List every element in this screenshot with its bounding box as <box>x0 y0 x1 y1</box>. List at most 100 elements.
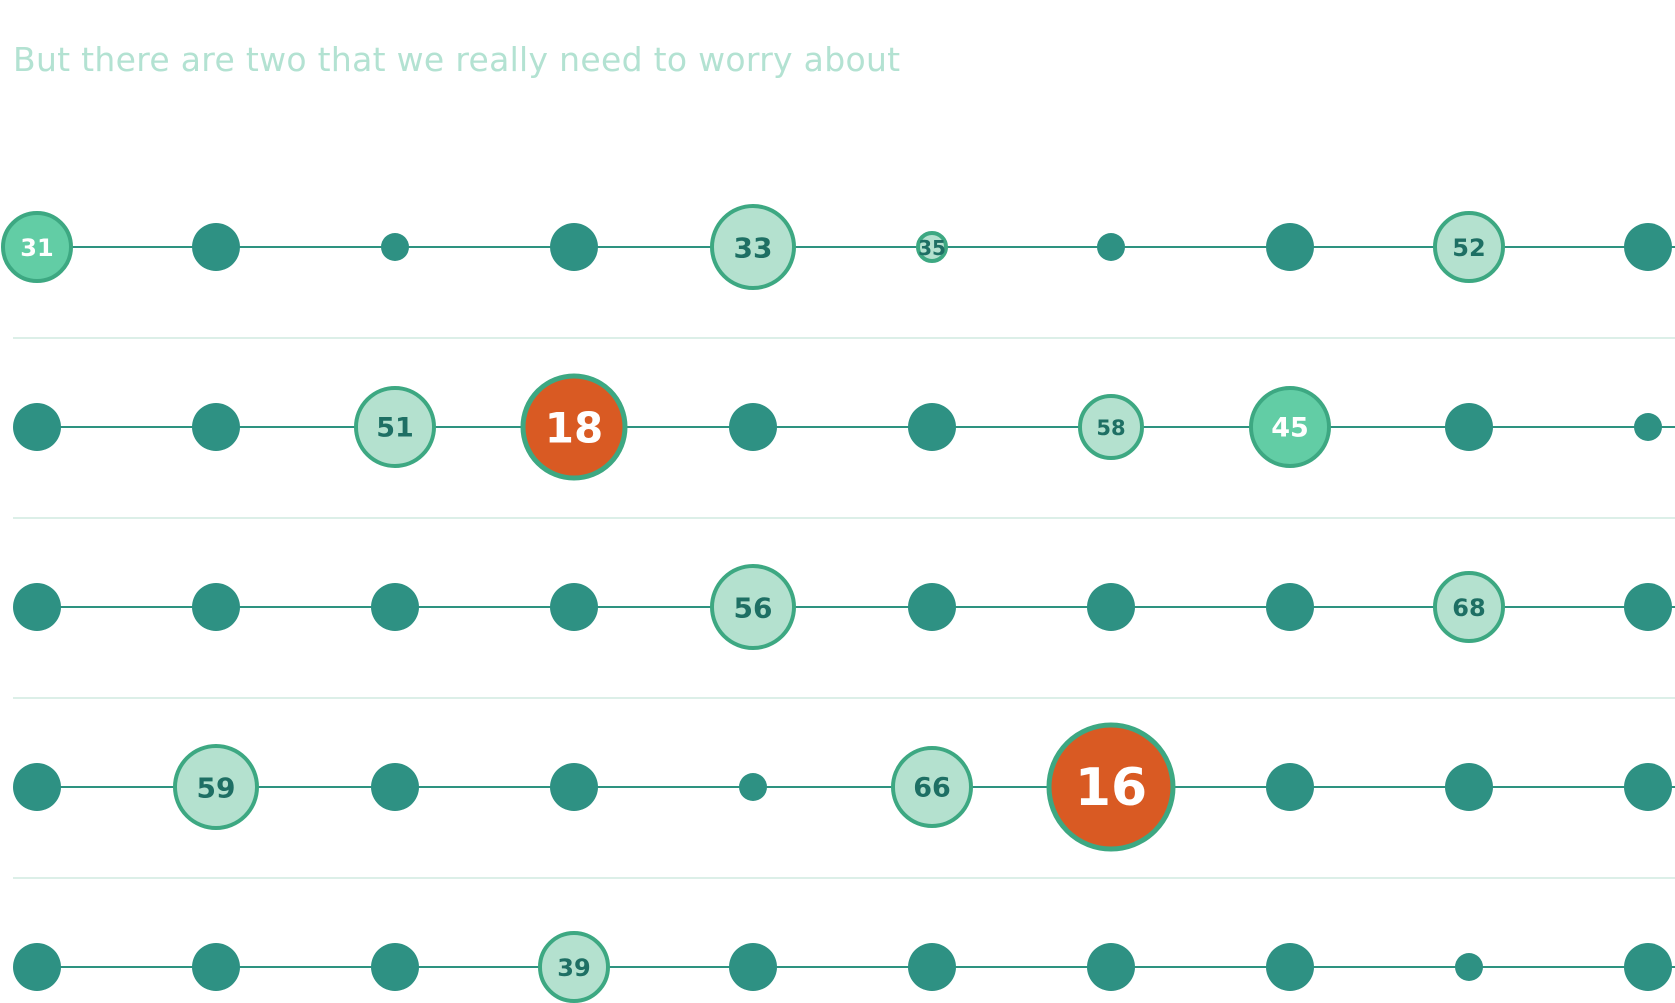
plain-node <box>192 583 240 631</box>
plain-node <box>13 403 61 451</box>
labeled-node: 68 <box>1433 571 1505 643</box>
plain-node <box>192 403 240 451</box>
node-circle <box>371 763 419 811</box>
node-circle <box>538 931 610 1003</box>
labeled-node: 52 <box>1433 211 1505 283</box>
node-label: 51 <box>376 413 414 444</box>
labeled-node: 45 <box>1249 386 1331 468</box>
labeled-node: 16 <box>1046 722 1176 852</box>
plain-node <box>550 223 598 271</box>
node-circle <box>13 943 61 991</box>
node-label: 68 <box>1452 594 1485 622</box>
node-circle <box>1097 233 1125 261</box>
node-circle <box>891 746 973 828</box>
node-circle <box>1624 223 1672 271</box>
node-circle <box>1624 943 1672 991</box>
node-circle <box>1046 722 1176 852</box>
node-row: 31 33 35 52 <box>1 204 1675 290</box>
plain-node <box>371 763 419 811</box>
plain-node <box>908 943 956 991</box>
node-label: 18 <box>545 404 603 453</box>
node-circle <box>1078 394 1144 460</box>
node-circle <box>1266 943 1314 991</box>
node-circle <box>1087 583 1135 631</box>
plain-node <box>192 223 240 271</box>
plain-node <box>1624 763 1672 811</box>
node-circle <box>729 403 777 451</box>
node-circle <box>1624 583 1672 631</box>
plain-node <box>550 763 598 811</box>
node-circle <box>916 231 948 263</box>
labeled-node: 66 <box>891 746 973 828</box>
labeled-node: 51 <box>354 386 436 468</box>
node-circle <box>192 943 240 991</box>
node-circle <box>13 763 61 811</box>
plain-node <box>371 943 419 991</box>
node-label: 58 <box>1096 416 1125 440</box>
plain-node <box>1624 583 1672 631</box>
node-label: 52 <box>1452 234 1485 262</box>
plain-node <box>1455 953 1483 981</box>
labeled-node: 35 <box>916 231 948 263</box>
node-circle <box>192 223 240 271</box>
plain-node <box>1266 223 1314 271</box>
plain-node <box>13 943 61 991</box>
node-circle <box>1087 943 1135 991</box>
labeled-node: 31 <box>1 211 73 283</box>
plain-node <box>192 943 240 991</box>
node-circle <box>1433 571 1505 643</box>
node-circle <box>1266 763 1314 811</box>
node-circle <box>13 583 61 631</box>
node-circle <box>908 403 956 451</box>
plain-node <box>381 233 409 261</box>
plain-node <box>1097 233 1125 261</box>
node-label: 31 <box>20 234 53 262</box>
node-circle <box>520 373 628 481</box>
node-label: 16 <box>1075 758 1147 818</box>
node-circle <box>550 583 598 631</box>
plain-node <box>1445 403 1493 451</box>
plain-node <box>729 943 777 991</box>
labeled-node: 18 <box>520 373 628 481</box>
plain-node <box>550 583 598 631</box>
node-circle <box>371 943 419 991</box>
labeled-node: 33 <box>710 204 796 290</box>
node-label: 66 <box>913 773 951 804</box>
node-circle <box>1445 763 1493 811</box>
plain-node <box>1087 943 1135 991</box>
node-circle <box>739 773 767 801</box>
plain-node <box>1266 583 1314 631</box>
node-row: 51 18 58 45 <box>13 373 1675 481</box>
headline: But there are two that we really need to… <box>13 40 901 79</box>
node-circle <box>1 211 73 283</box>
node-circle <box>908 943 956 991</box>
node-circle <box>13 403 61 451</box>
node-row: 56 68 <box>13 564 1675 650</box>
node-circle <box>710 564 796 650</box>
plain-node <box>1624 223 1672 271</box>
plain-node <box>1266 943 1314 991</box>
node-label: 45 <box>1271 413 1309 444</box>
plain-node <box>1087 583 1135 631</box>
node-circle <box>192 403 240 451</box>
node-circle <box>710 204 796 290</box>
node-circle <box>173 744 259 830</box>
node-row: 59 66 16 <box>13 722 1675 852</box>
plain-node <box>1634 413 1662 441</box>
node-circle <box>550 763 598 811</box>
plain-node <box>13 763 61 811</box>
node-label: 56 <box>734 592 773 625</box>
labeled-node: 59 <box>173 744 259 830</box>
plain-node <box>739 773 767 801</box>
plain-node <box>908 403 956 451</box>
node-circle <box>550 223 598 271</box>
node-circle <box>1455 953 1483 981</box>
node-circle <box>381 233 409 261</box>
plain-node <box>1445 763 1493 811</box>
labeled-node: 56 <box>710 564 796 650</box>
node-label: 59 <box>197 772 236 805</box>
node-label: 33 <box>734 232 773 265</box>
node-circle <box>1249 386 1331 468</box>
node-circle <box>1433 211 1505 283</box>
node-circle <box>354 386 436 468</box>
